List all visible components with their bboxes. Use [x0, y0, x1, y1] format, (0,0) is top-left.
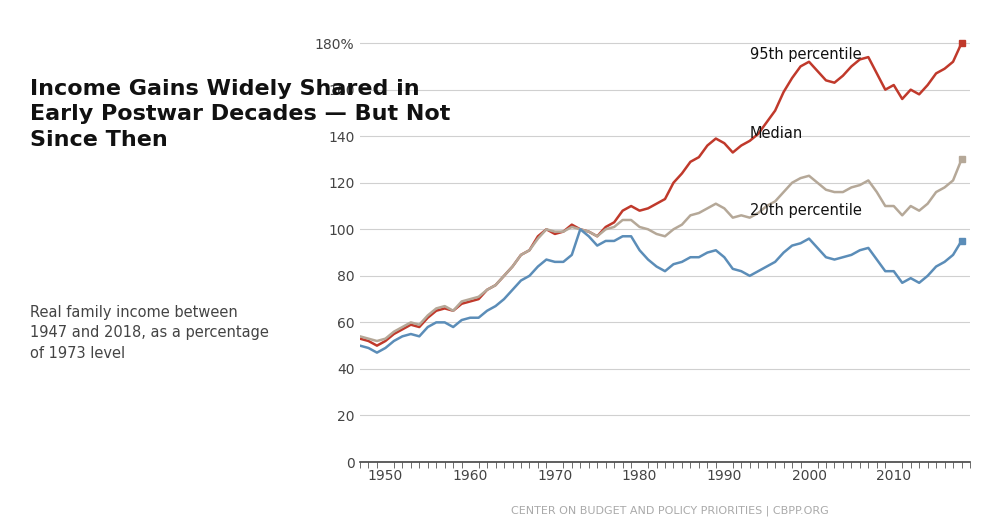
- Text: CENTER ON BUDGET AND POLICY PRIORITIES | CBPP.ORG: CENTER ON BUDGET AND POLICY PRIORITIES |…: [511, 505, 829, 516]
- Text: Income Gains Widely Shared in
Early Postwar Decades — But Not
Since Then: Income Gains Widely Shared in Early Post…: [30, 79, 450, 150]
- Text: Median: Median: [750, 127, 803, 141]
- Text: Real family income between
1947 and 2018, as a percentage
of 1973 level: Real family income between 1947 and 2018…: [30, 304, 269, 362]
- Text: 95th percentile: 95th percentile: [750, 47, 861, 62]
- Text: 20th percentile: 20th percentile: [750, 203, 862, 218]
